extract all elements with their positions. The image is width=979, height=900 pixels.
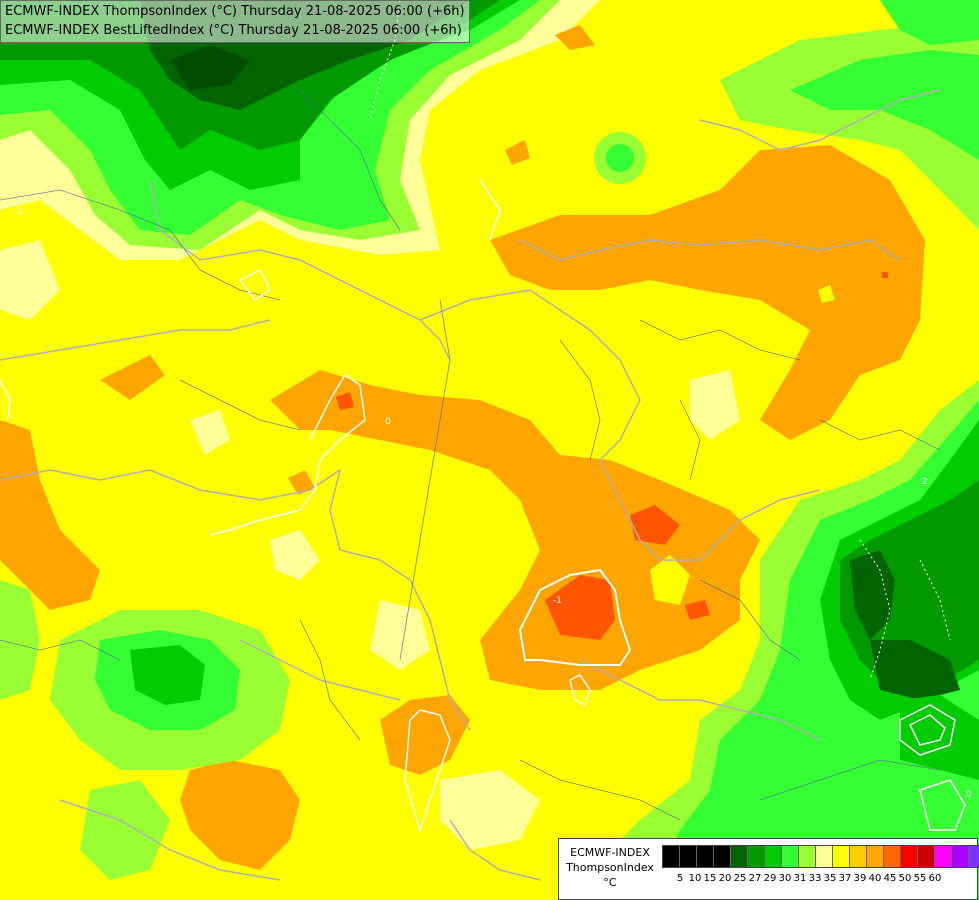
pale-yellow-patches: [0, 240, 540, 850]
color-legend: ECMWF-INDEX ThompsonIndex °C 5 10 15 20 25 27…: [558, 838, 979, 900]
country-borders: [0, 89, 941, 881]
legend-tick: 39: [853, 873, 867, 884]
legend-swatch: [782, 846, 799, 867]
svg-text:0: 0: [385, 417, 391, 427]
legend-tick: 60: [928, 873, 942, 884]
regional-borders: [0, 89, 941, 821]
legend-swatch: [816, 846, 833, 867]
legend-model: ECMWF-INDEX: [570, 846, 650, 859]
legend-tick: 5: [676, 873, 684, 884]
yellow-pockets: [650, 285, 835, 605]
legend-swatch: [663, 846, 680, 867]
legend-swatch: [952, 846, 969, 867]
legend-tick: 37: [838, 873, 852, 884]
red-orange-cores: [336, 272, 888, 640]
legend-tick: 15: [703, 873, 717, 884]
legend-swatch: [867, 846, 884, 867]
svg-text:-1: -1: [553, 596, 562, 606]
legend-tick: 50: [898, 873, 912, 884]
legend-tick: 30: [778, 873, 792, 884]
contour-labels: -2 -1 0 0 2: [14, 207, 972, 800]
legend-label: ECMWF-INDEX ThompsonIndex °C: [561, 845, 659, 890]
legend-swatch: [884, 846, 901, 867]
legend-unit: °C: [603, 876, 617, 889]
orange-region: [0, 25, 925, 870]
legend-swatch: [765, 846, 782, 867]
legend-swatch: [918, 846, 935, 867]
east-green-region: [560, 380, 979, 900]
svg-text:0: 0: [966, 790, 972, 800]
legend-tick: 25: [733, 873, 747, 884]
legend-color-bar: [662, 845, 979, 868]
legend-tick: 40: [868, 873, 882, 884]
legend-swatch: [935, 846, 952, 867]
legend-tick: 10: [688, 873, 702, 884]
southwest-green-region: [0, 580, 290, 880]
legend-swatch: [714, 846, 731, 867]
legend-swatch: [697, 846, 714, 867]
legend-swatch: [799, 846, 816, 867]
legend-swatch: [833, 846, 850, 867]
legend-tick: 31: [793, 873, 807, 884]
svg-text:-2: -2: [14, 207, 23, 217]
legend-swatch: [969, 846, 979, 867]
svg-text:2: 2: [922, 477, 928, 487]
map-title-box: ECMWF-INDEX ThompsonIndex (°C) Thursday …: [0, 0, 470, 43]
legend-tick: 45: [883, 873, 897, 884]
legend-parameter: ThompsonIndex: [566, 861, 654, 874]
legend-tick: 29: [763, 873, 777, 884]
lifted-index-title: ECMWF-INDEX BestLiftedIndex (°C) Thursda…: [5, 23, 462, 38]
legend-swatch: [748, 846, 765, 867]
legend-swatch: [680, 846, 697, 867]
legend-swatch: [901, 846, 918, 867]
legend-swatch: [731, 846, 748, 867]
legend-tick: 27: [748, 873, 762, 884]
legend-tick: 55: [913, 873, 927, 884]
lifted-index-contours: [0, 179, 966, 833]
legend-tick: 20: [718, 873, 732, 884]
legend-tick: 33: [808, 873, 822, 884]
legend-tick: 35: [823, 873, 837, 884]
thompson-index-title: ECMWF-INDEX ThompsonIndex (°C) Thursday …: [5, 4, 465, 19]
legend-swatch: [850, 846, 867, 867]
legend-tick-labels: 5 10 15 20 25 27 29 30 31 33 35 37 39 40 45 50 55 60: [662, 873, 978, 889]
